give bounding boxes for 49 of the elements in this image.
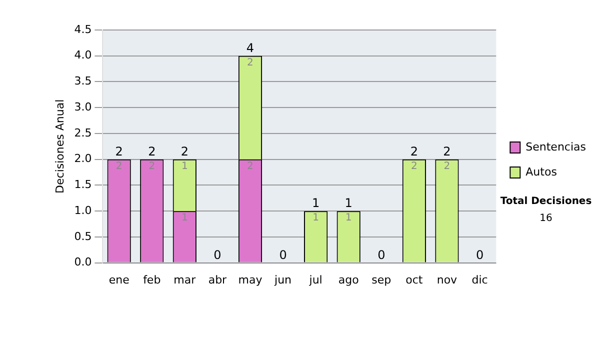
data-label: 1 [181,212,188,224]
x-tick-label: nov [436,273,458,286]
x-tick-label: may [238,273,263,286]
data-label: 2 [410,160,418,172]
x-tick-label: mar [174,273,196,286]
total-label: 0 [378,248,386,262]
y-axis-title: Decisiones Anual [53,99,66,194]
text: 16 [538,213,554,224]
data-label: 1 [181,160,188,172]
data-label: 2 [148,160,156,172]
x-tick-label: oct [406,273,424,286]
y-tick-label: 3.5 [74,74,92,88]
data-label: 2 [247,57,254,68]
total-label: 2 [115,144,123,158]
total-label: 2 [410,144,418,158]
y-tick-label: 1.5 [74,178,92,192]
y-tick-label: 4.0 [74,48,92,62]
x-tick-label: abr [208,273,228,286]
y-tick-label: 4.5 [74,22,92,36]
total-label: 0 [214,248,222,262]
total-label: 2 [180,144,188,158]
y-tick-label: 0.0 [74,256,92,269]
total-label: 2 [148,144,156,158]
y-tick-label: 0.5 [74,230,92,243]
total-label: 4 [246,40,254,55]
data-label: 2 [116,160,122,172]
y-tick-label: 1.0 [74,204,92,217]
y-tick-label: 2.0 [74,152,92,166]
x-tick-label: feb [143,273,161,286]
legend-label: Sentencias [526,140,586,154]
data-label: 2 [247,160,254,172]
x-tick-label: jul [308,273,322,286]
total-label: 0 [476,248,484,262]
data-label: 2 [444,160,450,172]
data-label: 1 [345,212,352,224]
text: Total Decisiones [499,196,593,207]
x-tick-label: ene [108,273,130,286]
x-tick-label: sep [372,273,392,286]
data-label: 1 [312,212,320,224]
total-label: 0 [279,248,287,262]
total-label: 1 [312,196,320,210]
y-tick-label: 3.0 [74,100,92,114]
y-tick-label: 2.5 [74,126,92,140]
total-label: 1 [344,196,352,210]
x-tick-label: jun [274,273,292,286]
legend-label: Autos [526,165,558,178]
x-tick-label: dic [472,273,488,286]
x-tick-label: ago [338,273,360,286]
total-label: 2 [443,144,451,158]
